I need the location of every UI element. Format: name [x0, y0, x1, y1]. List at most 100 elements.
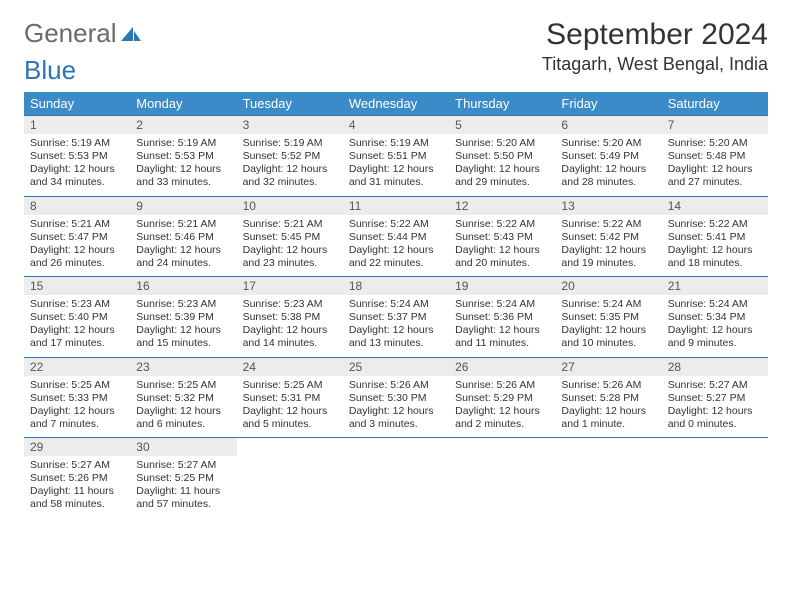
- calendar-day-cell: 30Sunrise: 5:27 AMSunset: 5:25 PMDayligh…: [130, 438, 236, 518]
- calendar-day-cell: 15Sunrise: 5:23 AMSunset: 5:40 PMDayligh…: [24, 277, 130, 358]
- title-block: September 2024 Titagarh, West Bengal, In…: [542, 18, 768, 75]
- weekday-header: Wednesday: [343, 92, 449, 116]
- day-body: Sunrise: 5:20 AMSunset: 5:48 PMDaylight:…: [662, 134, 768, 196]
- calendar-day-cell: 23Sunrise: 5:25 AMSunset: 5:32 PMDayligh…: [130, 357, 236, 438]
- day-number: 14: [662, 197, 768, 215]
- day-number: 12: [449, 197, 555, 215]
- day-body: Sunrise: 5:21 AMSunset: 5:45 PMDaylight:…: [237, 215, 343, 277]
- calendar-day-cell: 20Sunrise: 5:24 AMSunset: 5:35 PMDayligh…: [555, 277, 661, 358]
- location: Titagarh, West Bengal, India: [542, 54, 768, 75]
- day-body: Sunrise: 5:20 AMSunset: 5:50 PMDaylight:…: [449, 134, 555, 196]
- calendar-day-cell: 9Sunrise: 5:21 AMSunset: 5:46 PMDaylight…: [130, 196, 236, 277]
- calendar-week-row: 29Sunrise: 5:27 AMSunset: 5:26 PMDayligh…: [24, 438, 768, 518]
- calendar-day-cell: 17Sunrise: 5:23 AMSunset: 5:38 PMDayligh…: [237, 277, 343, 358]
- logo: General: [24, 18, 145, 49]
- day-number: 16: [130, 277, 236, 295]
- day-number: 4: [343, 116, 449, 134]
- calendar-day-cell: 12Sunrise: 5:22 AMSunset: 5:43 PMDayligh…: [449, 196, 555, 277]
- calendar-day-cell: 28Sunrise: 5:27 AMSunset: 5:27 PMDayligh…: [662, 357, 768, 438]
- day-body: Sunrise: 5:19 AMSunset: 5:51 PMDaylight:…: [343, 134, 449, 196]
- day-body: Sunrise: 5:27 AMSunset: 5:25 PMDaylight:…: [130, 456, 236, 518]
- day-number: 17: [237, 277, 343, 295]
- weekday-header: Saturday: [662, 92, 768, 116]
- day-number: 2: [130, 116, 236, 134]
- day-body: Sunrise: 5:22 AMSunset: 5:42 PMDaylight:…: [555, 215, 661, 277]
- calendar-day-cell: 6Sunrise: 5:20 AMSunset: 5:49 PMDaylight…: [555, 116, 661, 197]
- calendar-day-cell: [555, 438, 661, 518]
- calendar-day-cell: [662, 438, 768, 518]
- day-number: 13: [555, 197, 661, 215]
- calendar-day-cell: 7Sunrise: 5:20 AMSunset: 5:48 PMDaylight…: [662, 116, 768, 197]
- day-number: 9: [130, 197, 236, 215]
- calendar-table: SundayMondayTuesdayWednesdayThursdayFrid…: [24, 92, 768, 518]
- day-body: Sunrise: 5:25 AMSunset: 5:33 PMDaylight:…: [24, 376, 130, 438]
- day-number: 21: [662, 277, 768, 295]
- day-number: 25: [343, 358, 449, 376]
- day-number: 22: [24, 358, 130, 376]
- day-body: Sunrise: 5:24 AMSunset: 5:37 PMDaylight:…: [343, 295, 449, 357]
- day-body: Sunrise: 5:19 AMSunset: 5:53 PMDaylight:…: [130, 134, 236, 196]
- day-number: 7: [662, 116, 768, 134]
- day-body: Sunrise: 5:19 AMSunset: 5:53 PMDaylight:…: [24, 134, 130, 196]
- day-body: Sunrise: 5:27 AMSunset: 5:26 PMDaylight:…: [24, 456, 130, 518]
- day-number: 8: [24, 197, 130, 215]
- day-number: 15: [24, 277, 130, 295]
- calendar-day-cell: 24Sunrise: 5:25 AMSunset: 5:31 PMDayligh…: [237, 357, 343, 438]
- day-body: Sunrise: 5:23 AMSunset: 5:39 PMDaylight:…: [130, 295, 236, 357]
- day-body: Sunrise: 5:23 AMSunset: 5:40 PMDaylight:…: [24, 295, 130, 357]
- day-body: Sunrise: 5:24 AMSunset: 5:35 PMDaylight:…: [555, 295, 661, 357]
- day-body: Sunrise: 5:19 AMSunset: 5:52 PMDaylight:…: [237, 134, 343, 196]
- day-body: Sunrise: 5:26 AMSunset: 5:30 PMDaylight:…: [343, 376, 449, 438]
- weekday-header: Thursday: [449, 92, 555, 116]
- calendar-day-cell: 25Sunrise: 5:26 AMSunset: 5:30 PMDayligh…: [343, 357, 449, 438]
- calendar-header: SundayMondayTuesdayWednesdayThursdayFrid…: [24, 92, 768, 116]
- logo-text-general: General: [24, 18, 117, 49]
- calendar-day-cell: 3Sunrise: 5:19 AMSunset: 5:52 PMDaylight…: [237, 116, 343, 197]
- calendar-day-cell: 16Sunrise: 5:23 AMSunset: 5:39 PMDayligh…: [130, 277, 236, 358]
- calendar-week-row: 8Sunrise: 5:21 AMSunset: 5:47 PMDaylight…: [24, 196, 768, 277]
- calendar-day-cell: 5Sunrise: 5:20 AMSunset: 5:50 PMDaylight…: [449, 116, 555, 197]
- day-number: 10: [237, 197, 343, 215]
- day-number: 23: [130, 358, 236, 376]
- day-body: Sunrise: 5:26 AMSunset: 5:29 PMDaylight:…: [449, 376, 555, 438]
- calendar-day-cell: 19Sunrise: 5:24 AMSunset: 5:36 PMDayligh…: [449, 277, 555, 358]
- weekday-header: Monday: [130, 92, 236, 116]
- day-number: 18: [343, 277, 449, 295]
- day-body: Sunrise: 5:21 AMSunset: 5:46 PMDaylight:…: [130, 215, 236, 277]
- weekday-header: Friday: [555, 92, 661, 116]
- calendar-day-cell: 13Sunrise: 5:22 AMSunset: 5:42 PMDayligh…: [555, 196, 661, 277]
- day-body: Sunrise: 5:23 AMSunset: 5:38 PMDaylight:…: [237, 295, 343, 357]
- day-number: 27: [555, 358, 661, 376]
- day-number: 24: [237, 358, 343, 376]
- calendar-week-row: 1Sunrise: 5:19 AMSunset: 5:53 PMDaylight…: [24, 116, 768, 197]
- day-body: Sunrise: 5:20 AMSunset: 5:49 PMDaylight:…: [555, 134, 661, 196]
- calendar-day-cell: [343, 438, 449, 518]
- day-number: 3: [237, 116, 343, 134]
- calendar-day-cell: 26Sunrise: 5:26 AMSunset: 5:29 PMDayligh…: [449, 357, 555, 438]
- day-number: 30: [130, 438, 236, 456]
- day-number: 19: [449, 277, 555, 295]
- day-number: 29: [24, 438, 130, 456]
- day-body: Sunrise: 5:22 AMSunset: 5:41 PMDaylight:…: [662, 215, 768, 277]
- day-body: Sunrise: 5:24 AMSunset: 5:36 PMDaylight:…: [449, 295, 555, 357]
- calendar-day-cell: 14Sunrise: 5:22 AMSunset: 5:41 PMDayligh…: [662, 196, 768, 277]
- calendar-day-cell: 21Sunrise: 5:24 AMSunset: 5:34 PMDayligh…: [662, 277, 768, 358]
- calendar-day-cell: [237, 438, 343, 518]
- day-number: 5: [449, 116, 555, 134]
- day-body: Sunrise: 5:21 AMSunset: 5:47 PMDaylight:…: [24, 215, 130, 277]
- day-number: 26: [449, 358, 555, 376]
- calendar-day-cell: 29Sunrise: 5:27 AMSunset: 5:26 PMDayligh…: [24, 438, 130, 518]
- calendar-week-row: 15Sunrise: 5:23 AMSunset: 5:40 PMDayligh…: [24, 277, 768, 358]
- day-body: Sunrise: 5:24 AMSunset: 5:34 PMDaylight:…: [662, 295, 768, 357]
- day-body: Sunrise: 5:25 AMSunset: 5:32 PMDaylight:…: [130, 376, 236, 438]
- calendar-day-cell: 8Sunrise: 5:21 AMSunset: 5:47 PMDaylight…: [24, 196, 130, 277]
- day-body: Sunrise: 5:27 AMSunset: 5:27 PMDaylight:…: [662, 376, 768, 438]
- day-number: 6: [555, 116, 661, 134]
- day-body: Sunrise: 5:25 AMSunset: 5:31 PMDaylight:…: [237, 376, 343, 438]
- calendar-day-cell: 22Sunrise: 5:25 AMSunset: 5:33 PMDayligh…: [24, 357, 130, 438]
- calendar-day-cell: 27Sunrise: 5:26 AMSunset: 5:28 PMDayligh…: [555, 357, 661, 438]
- calendar-day-cell: 11Sunrise: 5:22 AMSunset: 5:44 PMDayligh…: [343, 196, 449, 277]
- day-body: Sunrise: 5:26 AMSunset: 5:28 PMDaylight:…: [555, 376, 661, 438]
- day-number: 1: [24, 116, 130, 134]
- day-body: Sunrise: 5:22 AMSunset: 5:44 PMDaylight:…: [343, 215, 449, 277]
